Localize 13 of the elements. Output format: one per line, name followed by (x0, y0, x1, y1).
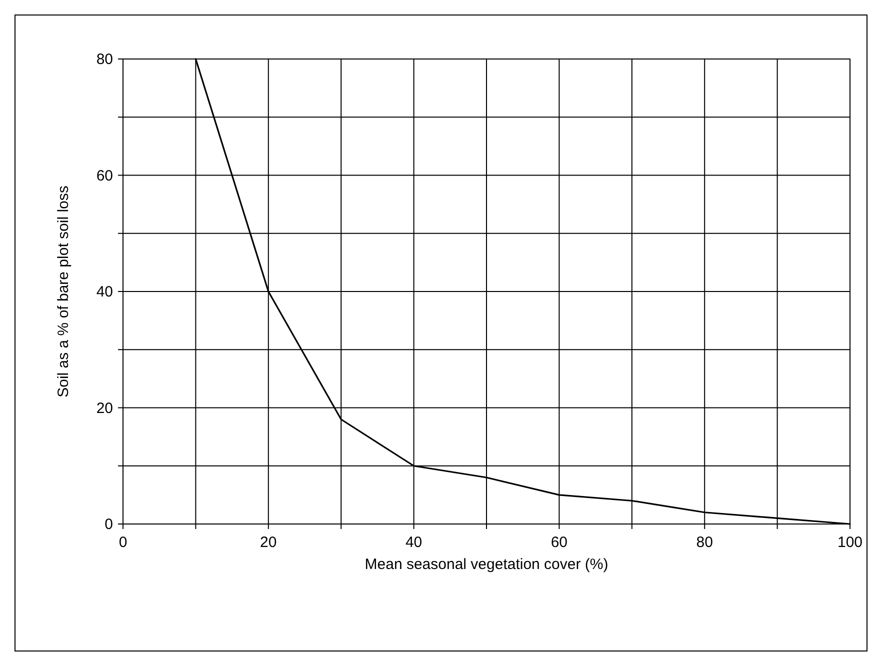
y-tick-label: 80 (96, 51, 113, 68)
y-tick-label: 60 (96, 167, 113, 184)
x-tick-label: 40 (405, 534, 422, 551)
y-tick-label: 0 (104, 516, 113, 533)
y-axis-title: Soil as a % of bare plot soil loss (55, 186, 72, 398)
y-tick-label: 20 (96, 400, 113, 417)
x-tick-label: 0 (118, 534, 128, 551)
x-tick-label: 80 (696, 534, 713, 551)
x-tick-label: 60 (550, 534, 568, 551)
y-tick-label: 40 (96, 284, 113, 300)
x-tick-label: 20 (260, 534, 277, 551)
x-tick-label: 100 (837, 534, 863, 551)
x-axis-title: Mean seasonal vegetation cover (%) (364, 556, 608, 573)
